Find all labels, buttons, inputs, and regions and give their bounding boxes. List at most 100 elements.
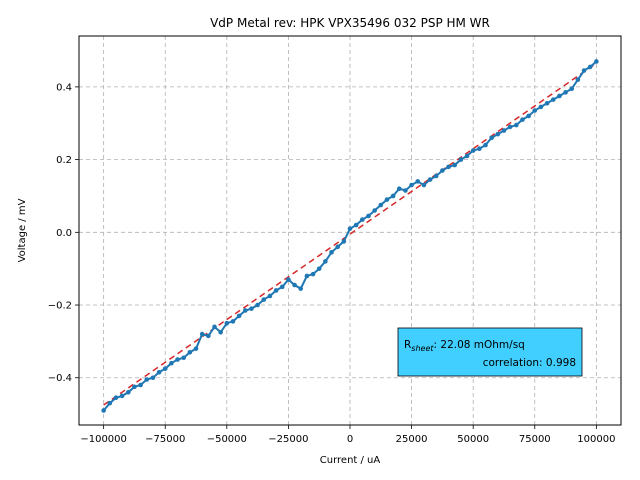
data-point	[372, 208, 377, 213]
data-point	[563, 90, 568, 95]
data-point	[138, 382, 143, 388]
data-point	[310, 271, 316, 277]
data-point	[415, 179, 421, 184]
data-point	[316, 266, 322, 271]
data-point	[175, 357, 180, 362]
x-tick-label: 25000	[396, 434, 428, 445]
rsheet-label: Rsheet: 22.08 mOhm/sq	[404, 339, 525, 353]
x-tick-label: 0	[347, 434, 353, 445]
y-tick-label: 0.4	[56, 82, 72, 93]
data-point	[483, 142, 488, 148]
data-point	[507, 124, 513, 130]
data-point	[119, 393, 125, 399]
data-point	[230, 319, 236, 324]
chart-title: VdP Metal rev: HPK VPX35496 032 PSP HM W…	[210, 16, 490, 30]
data-point	[464, 153, 470, 159]
data-point	[199, 331, 205, 337]
data-point	[433, 173, 439, 179]
data-point	[384, 197, 390, 202]
data-point	[538, 104, 544, 110]
data-point	[249, 306, 254, 311]
data-point	[360, 217, 365, 222]
data-point	[261, 297, 267, 302]
data-point	[169, 360, 174, 366]
data-point	[501, 128, 507, 133]
y-tick-label: 0.0	[56, 228, 72, 239]
data-point	[427, 177, 433, 182]
data-point	[544, 100, 550, 106]
data-point	[212, 324, 217, 330]
x-axis-label: Current / uA	[320, 455, 381, 466]
x-tick-label: 50000	[457, 434, 489, 445]
data-point	[267, 293, 273, 299]
data-point	[396, 186, 402, 191]
data-point	[532, 108, 538, 113]
data-point	[292, 282, 297, 288]
data-point	[132, 384, 137, 390]
data-point	[446, 164, 451, 170]
data-point	[125, 389, 131, 395]
data-point	[353, 222, 359, 228]
y-axis-ticks: −0.4 −0.2 0.0 0.2 0.4	[48, 82, 79, 384]
data-point	[224, 320, 230, 326]
data-point	[304, 273, 310, 279]
data-point	[335, 244, 340, 250]
data-point	[594, 59, 599, 64]
data-point	[187, 349, 193, 355]
data-point	[452, 162, 458, 168]
data-point	[390, 193, 396, 199]
x-tick-label: 100000	[577, 434, 615, 445]
data-point	[421, 182, 427, 188]
data-point	[587, 64, 593, 70]
rsheet-main: R	[404, 339, 411, 351]
annotation-box: Rsheet: 22.08 mOhm/sq correlation: 0.998	[397, 327, 583, 377]
data-point	[575, 77, 581, 82]
data-point	[329, 250, 334, 255]
data-point	[113, 395, 119, 401]
data-point	[242, 308, 248, 313]
data-point	[181, 355, 187, 361]
data-point	[101, 408, 106, 413]
x-axis-ticks: −100000 −75000 −50000 −25000 0 25000 50000 7500…	[80, 425, 615, 445]
data-point	[366, 213, 371, 219]
data-point	[489, 135, 494, 141]
data-point	[581, 68, 587, 73]
data-point	[569, 86, 575, 92]
y-tick-label: −0.4	[48, 373, 72, 384]
data-point	[144, 377, 150, 382]
data-point	[520, 117, 525, 122]
annotation-background	[397, 327, 583, 377]
data-point	[557, 93, 562, 99]
data-point	[218, 329, 223, 335]
data-point	[378, 202, 384, 208]
data-point	[107, 400, 113, 406]
rsheet-subscript: sheet	[411, 344, 434, 353]
x-tick-label: −25000	[268, 434, 308, 445]
y-tick-label: −0.2	[48, 301, 72, 312]
data-point	[470, 148, 476, 153]
data-point	[513, 122, 519, 128]
data-point	[323, 259, 328, 264]
data-point	[526, 113, 531, 119]
data-point	[236, 313, 242, 319]
x-tick-label: −75000	[145, 434, 185, 445]
y-tick-label: 0.2	[56, 155, 72, 166]
data-point	[495, 131, 501, 137]
data-point	[193, 346, 199, 351]
data-point	[206, 333, 211, 339]
x-tick-label: 75000	[519, 434, 551, 445]
data-point	[458, 157, 464, 162]
y-axis-label: Voltage / mV	[17, 198, 28, 262]
x-tick-label: −100000	[80, 434, 127, 445]
correlation-label: correlation: 0.998	[483, 357, 576, 369]
data-point	[255, 302, 260, 308]
data-point	[286, 277, 291, 282]
data-point	[279, 284, 285, 290]
data-point	[347, 226, 353, 231]
series-layer	[101, 59, 599, 413]
data-point	[150, 375, 156, 381]
x-tick-label: −50000	[207, 434, 247, 445]
data-point	[341, 239, 347, 244]
